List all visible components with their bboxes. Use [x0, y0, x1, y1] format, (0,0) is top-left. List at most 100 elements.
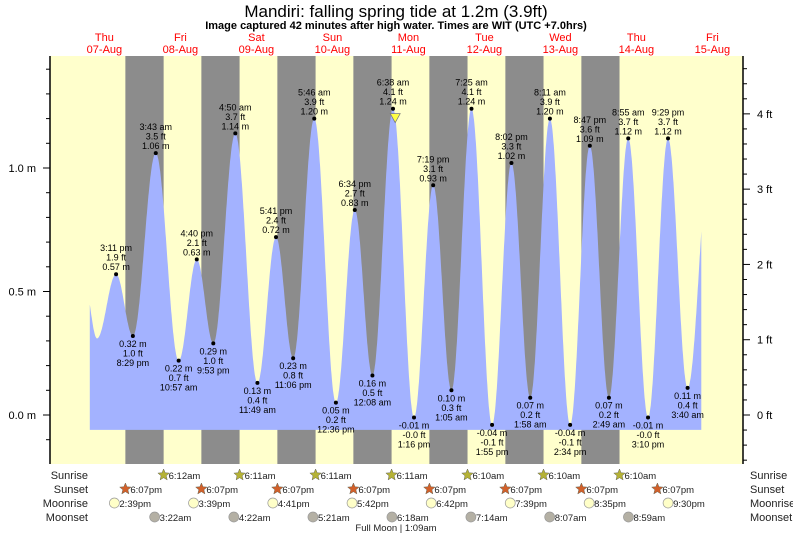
tide-label: 2.1 ft	[187, 238, 208, 248]
day-name: Thu	[627, 32, 646, 44]
low-tide-point	[370, 373, 375, 378]
tide-label: 0.10 m	[438, 393, 466, 403]
tide-label: 1.24 m	[379, 97, 407, 107]
right-tick-label: 1 ft	[757, 335, 772, 347]
sunset-icon	[423, 482, 436, 495]
moonrise-time: 2:39pm	[119, 499, 151, 510]
sunrise-icon	[233, 468, 246, 481]
tide-label: 10:57 am	[160, 383, 198, 393]
tide-label: 0.11 m	[674, 391, 701, 401]
tide-label: -0.0 ft	[637, 430, 661, 440]
day-date: 15-Aug	[695, 44, 730, 56]
tide-label: 8:11 am	[534, 88, 566, 98]
moonrise-icon	[425, 497, 437, 509]
moonrise-icon	[504, 497, 516, 509]
high-tide-point	[469, 106, 474, 111]
tide-label: -0.0 ft	[403, 430, 427, 440]
tide-label: 5:46 am	[298, 88, 331, 98]
tide-label: 2.4 ft	[266, 216, 287, 226]
high-tide-point	[547, 116, 552, 121]
high-tide-point	[194, 257, 199, 262]
sunset-row-label: Sunset	[54, 484, 88, 496]
high-tide-point	[153, 151, 158, 156]
tide-label: -0.04 m	[477, 428, 508, 438]
left-tick-label: 0.0 m	[8, 410, 36, 422]
moonrise-icon	[583, 497, 595, 509]
sunrise-icon	[385, 468, 398, 481]
sun-moon-rows: Sunrise Sunrise 6:12am 6:11am 6:11am 6:11am 6:…	[43, 468, 793, 524]
moon-phase-label: Full Moon | 1:09am	[355, 523, 436, 534]
tide-label: 4:50 am	[219, 102, 252, 112]
tide-label: 1:16 pm	[398, 439, 431, 449]
day-name: Fri	[174, 32, 187, 44]
high-tide-point	[233, 131, 238, 136]
moonrise-row-label-right: Moonrise	[750, 498, 793, 510]
tide-label: 0.57 m	[102, 262, 130, 272]
day-date: 09-Aug	[239, 44, 274, 56]
tide-label: 0.07 m	[516, 401, 544, 411]
high-tide-point	[626, 136, 631, 141]
sunset-icon	[195, 482, 208, 495]
tide-label: 0.2 ft	[326, 415, 347, 425]
day-date: 14-Aug	[619, 44, 654, 56]
tide-label: 1.24 m	[458, 97, 486, 107]
moonset-time: 6:18am	[397, 513, 429, 524]
moonrise-icon	[346, 497, 358, 509]
tide-label: 0.2 ft	[520, 410, 541, 420]
tide-label: 1.0 ft	[203, 356, 224, 366]
sunrise-row-label-right: Sunrise	[750, 470, 787, 482]
sunset-icon	[651, 482, 664, 495]
tide-label: 8:55 am	[612, 107, 645, 117]
day-name: Sat	[248, 32, 265, 44]
tide-label: 3:10 pm	[632, 439, 665, 449]
sunset-row-label-right: Sunset	[750, 484, 784, 496]
moonrise-time: 8:35pm	[594, 499, 626, 510]
tide-label: 0.22 m	[165, 364, 193, 374]
day-name: Mon	[398, 32, 419, 44]
tide-label: 0.7 ft	[169, 373, 190, 383]
tide-label: 9:29 pm	[652, 107, 685, 117]
moonset-time: 8:07am	[555, 513, 587, 524]
tide-label: 1:05 am	[435, 412, 468, 422]
tide-label: 1:55 pm	[476, 447, 509, 457]
sunset-time: 6:07pm	[434, 485, 466, 496]
tide-label: 4:40 pm	[181, 228, 214, 238]
low-tide-point	[606, 395, 611, 400]
moonrise-time: 4:41pm	[278, 499, 310, 510]
moonset-icon	[544, 511, 556, 523]
tide-label: 1.12 m	[614, 126, 642, 136]
sunrise-row-label: Sunrise	[51, 470, 88, 482]
moonset-time: 7:14am	[476, 513, 508, 524]
tide-label: 1.20 m	[536, 107, 564, 117]
low-tide-point	[333, 400, 338, 405]
day-date: 12-Aug	[467, 44, 502, 56]
sunset-icon	[347, 482, 360, 495]
tide-label: 0.16 m	[359, 378, 387, 388]
tide-label: 0.23 m	[279, 361, 307, 371]
tide-label: 3.1 ft	[423, 164, 444, 174]
tide-label: 9:53 pm	[197, 365, 230, 375]
tide-label: -0.1 ft	[481, 437, 505, 447]
axes: 0.0 m 0.5 m 1.0 m 0 ft 1 ft 2 ft 3 ft 4 ft	[8, 56, 772, 464]
tide-label: -0.01 m	[399, 420, 430, 430]
day-date: 11-Aug	[391, 44, 426, 56]
sunrise-icon	[537, 468, 550, 481]
moonrise-time: 3:39pm	[199, 499, 231, 510]
moonset-icon	[307, 511, 319, 523]
tide-label: 2.7 ft	[345, 188, 366, 198]
tide-label: 12:36 pm	[317, 425, 355, 435]
tide-label: 3.7 ft	[618, 117, 639, 127]
moonrise-icon	[662, 497, 674, 509]
tide-label: 3.3 ft	[501, 142, 522, 152]
moonset-time: 3:22am	[160, 513, 192, 524]
tide-label: 6:38 am	[377, 78, 410, 88]
day-labels: Thu07-AugFri08-AugSat09-AugSun10-AugMon1…	[87, 32, 730, 56]
high-tide-point	[352, 207, 357, 212]
tide-label: 11:06 pm	[275, 380, 312, 390]
sunset-icon	[271, 482, 284, 495]
tide-curve	[89, 108, 702, 430]
chart-subtitle: Image captured 42 minutes after high wat…	[205, 20, 587, 32]
sunrise-time: 6:10am	[473, 471, 505, 482]
moonrise-time: 5:42pm	[357, 499, 389, 510]
